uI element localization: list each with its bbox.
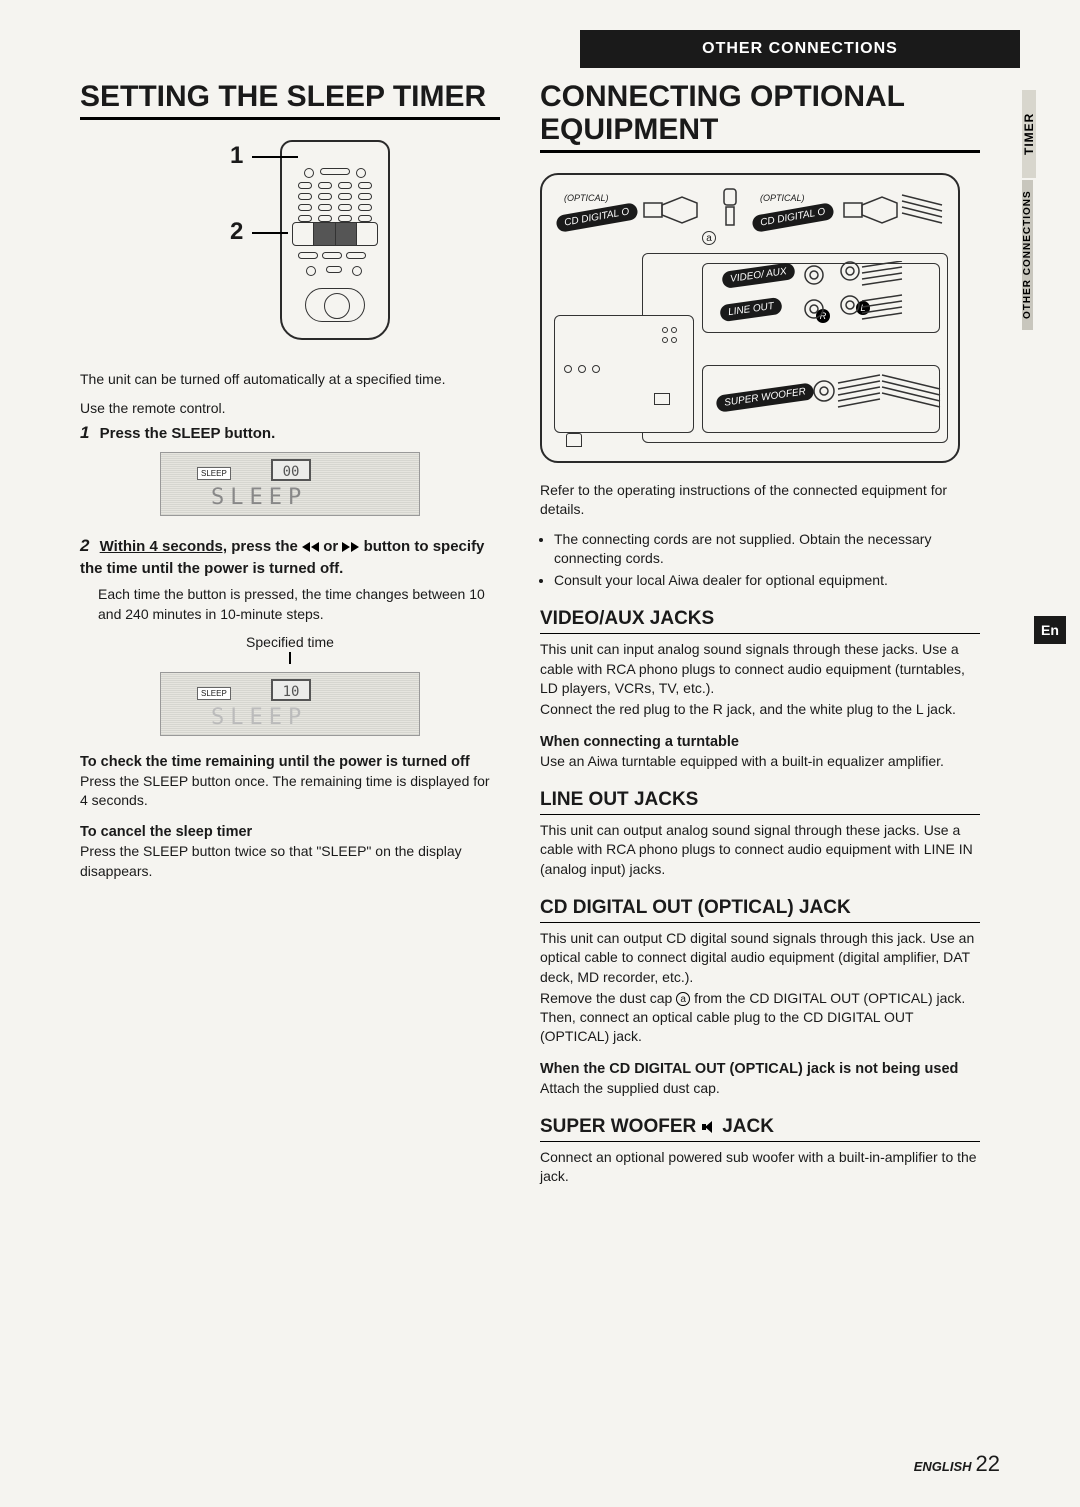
display2-sleep-label: SLEEP <box>197 687 231 700</box>
right-column: CONNECTING OPTIONAL EQUIPMENT (OPTICAL) … <box>540 80 980 1197</box>
cd-not-used-text: Attach the supplied dust cap. <box>540 1079 980 1098</box>
remote-callout-1: 1 <box>230 142 243 170</box>
refer-text: Refer to the operating instructions of t… <box>540 481 980 520</box>
bullet-2: Consult your local Aiwa dealer for optio… <box>554 571 980 591</box>
heading-cd-digital: CD DIGITAL OUT (OPTICAL) JACK <box>540 897 980 923</box>
label-optical-l: (OPTICAL) <box>564 193 609 203</box>
tab-timer: TIMER <box>1022 90 1036 178</box>
header-bar: OTHER CONNECTIONS <box>580 30 1020 68</box>
turntable-heading: When connecting a turntable <box>540 734 980 750</box>
tab-other-connections: OTHER CONNECTIONS <box>1022 180 1033 330</box>
footer-lang: ENGLISH <box>914 1459 972 1474</box>
remote-callout-2: 2 <box>230 218 243 246</box>
display-panel-1: SLEEP 00 SLEEP <box>160 452 420 516</box>
display-lcd-value: 00 <box>271 459 311 481</box>
side-tabs: TIMER OTHER CONNECTIONS <box>1022 90 1066 332</box>
label-cd-digital-l: CD DIGITAL O <box>555 202 638 233</box>
specified-time-label: Specified time <box>80 634 500 650</box>
step-2-num: 2 <box>80 536 89 555</box>
bullet-1: The connecting cords are not supplied. O… <box>554 530 980 569</box>
marker-a: a <box>702 231 716 245</box>
woofer-plug-icon <box>810 371 950 427</box>
speaker-icon <box>702 1120 716 1134</box>
step-1-text: Press the SLEEP button. <box>100 425 276 442</box>
step-1-num: 1 <box>80 423 89 442</box>
display2-big-text: SLEEP <box>211 705 307 730</box>
check-time-heading: To check the time remaining until the po… <box>80 754 500 770</box>
heading-sleep-timer: SETTING THE SLEEP TIMER <box>80 80 500 120</box>
connection-diagram: (OPTICAL) CD DIGITAL O (OPTICAL) CD DIGI… <box>540 173 960 463</box>
display-sleep-label: SLEEP <box>197 467 231 480</box>
step-1: 1 Press the SLEEP button. <box>80 421 500 445</box>
remote-diagram: 1 2 <box>160 140 420 350</box>
page-footer: ENGLISH 22 <box>914 1451 1000 1477</box>
label-optical-r: (OPTICAL) <box>760 193 805 203</box>
cap-icon <box>718 187 744 233</box>
cancel-text: Press the SLEEP button twice so that "SL… <box>80 842 500 881</box>
fast-forward-icon <box>342 542 359 552</box>
circle-a-icon: a <box>676 992 690 1006</box>
footer-page-number: 22 <box>976 1451 1000 1476</box>
woofer-heading-b: JACK <box>722 1116 774 1138</box>
intro-text: The unit can be turned off automatically… <box>80 370 500 389</box>
step-2-sub: Each time the button is pressed, the tim… <box>98 585 500 624</box>
bullet-list: The connecting cords are not supplied. O… <box>540 530 980 591</box>
display2-lcd-value: 10 <box>271 679 311 701</box>
woofer-text: Connect an optional powered sub woofer w… <box>540 1148 980 1187</box>
heading-connecting: CONNECTING OPTIONAL EQUIPMENT <box>540 80 980 153</box>
rewind-icon <box>302 542 319 552</box>
left-column: SETTING THE SLEEP TIMER 1 2 The <box>80 80 500 1197</box>
rca-plugs-icon <box>802 261 952 333</box>
cd-digital-p1: This unit can output CD digital sound si… <box>540 929 980 987</box>
video-aux-p2: Connect the red plug to the R jack, and … <box>540 700 980 719</box>
optical-plug-icon-r <box>842 185 952 240</box>
woofer-heading-a: SUPER WOOFER <box>540 1116 696 1138</box>
cd-digital-p2a: Remove the dust cap <box>540 990 676 1006</box>
step-2-text-b: or <box>319 538 342 555</box>
label-cd-digital-r: CD DIGITAL O <box>751 202 834 233</box>
use-remote-text: Use the remote control. <box>80 399 500 418</box>
turntable-text: Use an Aiwa turntable equipped with a bu… <box>540 752 980 771</box>
cd-not-used-heading: When the CD DIGITAL OUT (OPTICAL) jack i… <box>540 1061 980 1077</box>
video-aux-p1: This unit can input analog sound signals… <box>540 640 980 698</box>
heading-line-out: LINE OUT JACKS <box>540 789 980 815</box>
display-panel-2: SLEEP 10 SLEEP <box>160 672 420 736</box>
step-2-underline: Within 4 seconds, <box>100 538 227 555</box>
heading-super-woofer: SUPER WOOFER JACK <box>540 1116 980 1142</box>
step-2-text-a: press the <box>227 538 302 555</box>
check-time-text: Press the SLEEP button once. The remaini… <box>80 772 500 811</box>
language-badge: En <box>1034 616 1066 644</box>
display-big-text: SLEEP <box>211 485 307 510</box>
cd-digital-p2: Remove the dust cap a from the CD DIGITA… <box>540 989 980 1047</box>
step-2: 2 Within 4 seconds, press the or button … <box>80 534 500 579</box>
line-out-text: This unit can output analog sound signal… <box>540 821 980 879</box>
optical-plug-icon-l <box>642 185 712 235</box>
cancel-heading: To cancel the sleep timer <box>80 824 500 840</box>
heading-video-aux: VIDEO/AUX JACKS <box>540 608 980 634</box>
